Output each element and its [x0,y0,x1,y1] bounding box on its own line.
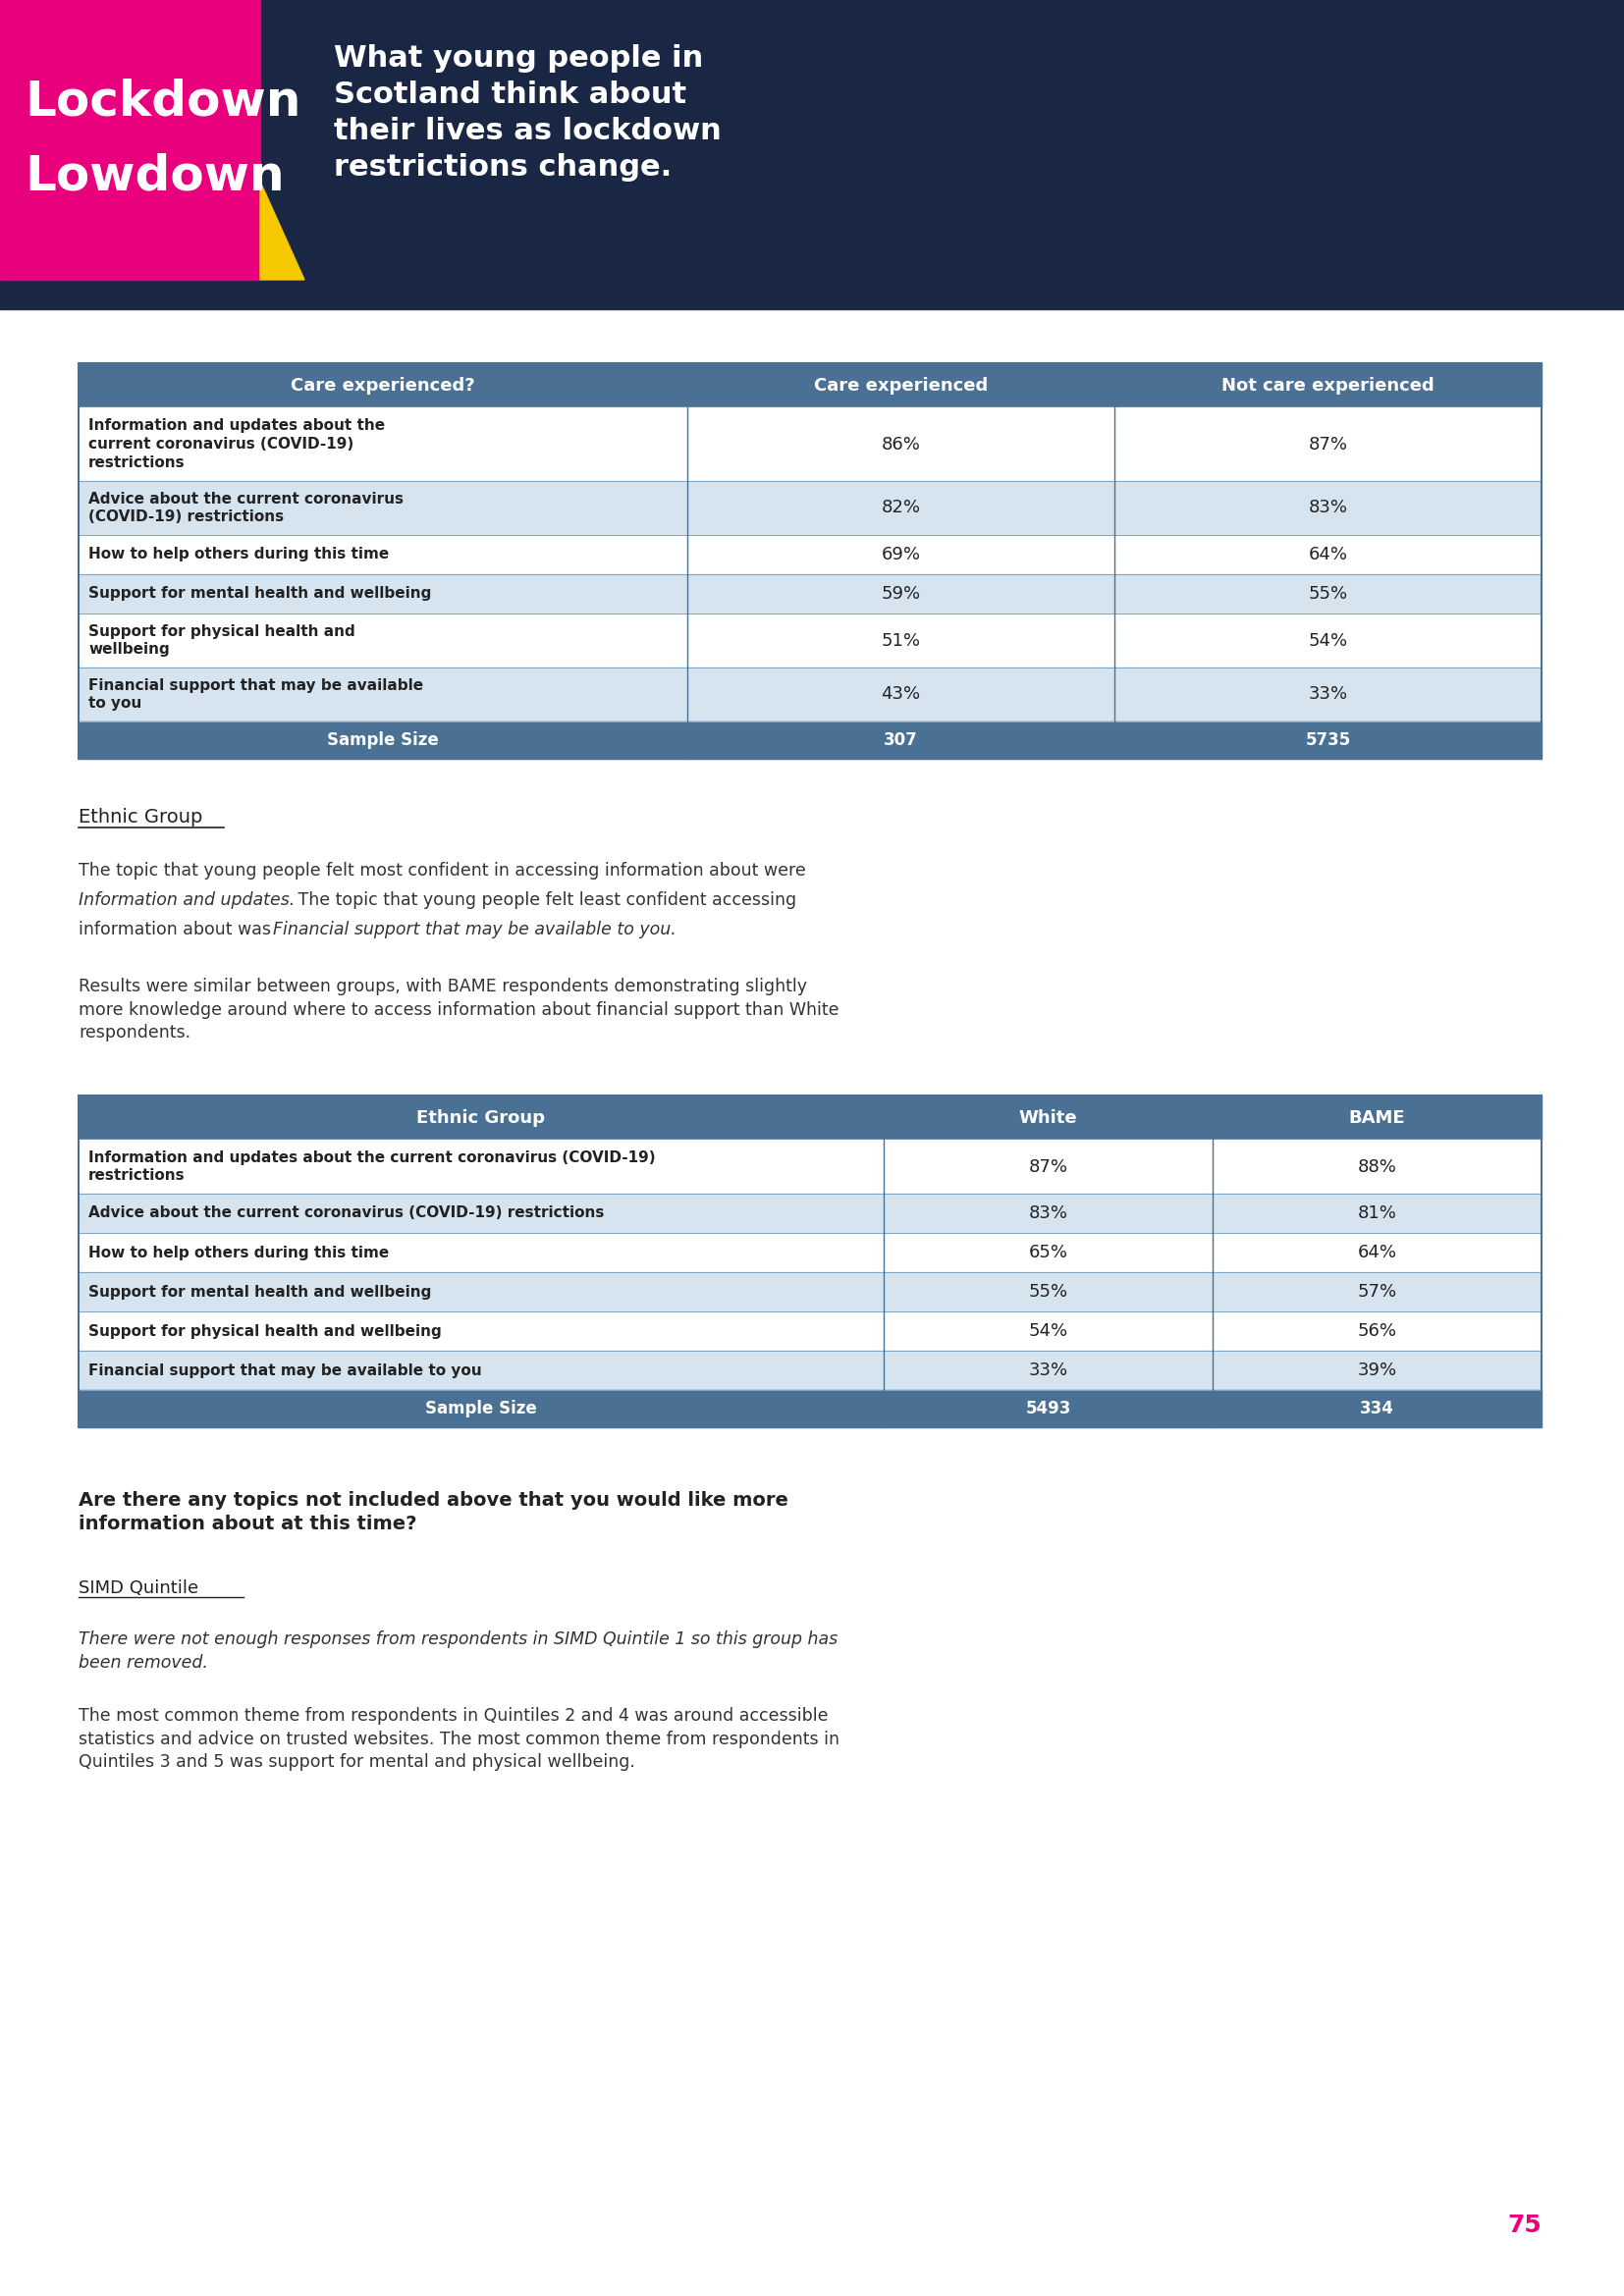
Bar [687,721,1114,758]
Bar [687,480,1114,535]
Bar [1213,1389,1541,1428]
Bar [687,535,1114,574]
Bar [883,1350,1213,1389]
Polygon shape [260,181,304,280]
Text: 33%: 33% [1028,1362,1069,1380]
Text: The most common theme from respondents in Quintiles 2 and 4 was around accessibl: The most common theme from respondents i… [78,1706,840,1770]
Bar [1213,1311,1541,1350]
Bar [1114,613,1541,668]
Bar [78,1233,883,1272]
Bar [883,1311,1213,1350]
Text: Lowdown: Lowdown [24,152,284,200]
Text: 75: 75 [1507,2213,1541,2236]
Text: 83%: 83% [1028,1205,1067,1221]
Text: 54%: 54% [1309,631,1348,650]
Bar [1213,1095,1541,1139]
Text: 307: 307 [883,732,918,748]
Text: Financial support that may be available to you: Financial support that may be available … [88,1364,482,1378]
Bar [883,1233,1213,1272]
Text: information about was: information about was [78,921,276,939]
Text: How to help others during this time: How to help others during this time [88,546,390,563]
Bar [687,574,1114,613]
Text: White: White [1018,1109,1077,1127]
Bar [883,1272,1213,1311]
Bar [78,574,687,613]
Bar [687,363,1114,406]
Text: 43%: 43% [882,687,921,703]
Bar [78,1272,883,1311]
Bar [687,668,1114,721]
Bar [78,1095,1541,1428]
Bar [78,1194,883,1233]
Bar [78,613,687,668]
Bar [883,1194,1213,1233]
Bar [1213,1139,1541,1194]
Text: Support for mental health and wellbeing: Support for mental health and wellbeing [88,1283,432,1300]
Bar [1213,1233,1541,1272]
Bar [1114,721,1541,758]
Text: Financial support that may be available
to you: Financial support that may be available … [88,677,424,712]
Text: 87%: 87% [1309,436,1348,452]
Text: 64%: 64% [1309,546,1348,563]
Text: 81%: 81% [1358,1205,1397,1221]
Text: 83%: 83% [1309,498,1348,517]
Bar [0,0,260,280]
Bar [1114,574,1541,613]
Text: Sample Size: Sample Size [326,732,438,748]
Text: Information and updates about the
current coronavirus (COVID-19)
restrictions: Information and updates about the curren… [88,418,385,471]
Text: The topic that young people felt most confident in accessing information about w: The topic that young people felt most co… [78,861,806,879]
Text: 51%: 51% [882,631,921,650]
Text: Advice about the current coronavirus (COVID-19) restrictions: Advice about the current coronavirus (CO… [88,1205,604,1221]
Text: 64%: 64% [1358,1244,1397,1261]
Bar [687,613,1114,668]
Bar [78,1311,883,1350]
Text: Lockdown: Lockdown [24,78,300,126]
Text: Support for physical health and wellbeing: Support for physical health and wellbein… [88,1325,442,1339]
Text: Results were similar between groups, with BAME respondents demonstrating slightl: Results were similar between groups, wit… [78,978,840,1042]
Bar [78,363,1541,758]
Text: BAME: BAME [1350,1109,1405,1127]
Bar [1213,1272,1541,1311]
Text: Ethnic Group: Ethnic Group [78,808,203,827]
Text: Ethnic Group: Ethnic Group [417,1109,546,1127]
Text: Care experienced?: Care experienced? [291,377,476,395]
Text: 39%: 39% [1358,1362,1397,1380]
Text: Information and updates.: Information and updates. [78,891,296,909]
Text: 87%: 87% [1028,1157,1067,1176]
Bar [1114,363,1541,406]
Text: 88%: 88% [1358,1157,1397,1176]
Bar [883,1095,1213,1139]
Text: Not care experienced: Not care experienced [1221,377,1434,395]
Bar [1213,1350,1541,1389]
Bar [883,1389,1213,1428]
Text: 59%: 59% [882,585,921,604]
Bar [78,1389,883,1428]
Text: 55%: 55% [1309,585,1348,604]
Text: What young people in
Scotland think about
their lives as lockdown
restrictions c: What young people in Scotland think abou… [335,44,721,181]
Text: 65%: 65% [1028,1244,1067,1261]
Bar [78,668,687,721]
Bar [78,1350,883,1389]
Text: 5493: 5493 [1025,1401,1070,1417]
Text: Care experienced: Care experienced [814,377,987,395]
Text: Are there any topics not included above that you would like more
information abo: Are there any topics not included above … [78,1490,788,1534]
Text: 55%: 55% [1028,1283,1069,1300]
Text: 69%: 69% [882,546,921,563]
Text: 5735: 5735 [1306,732,1351,748]
Text: 334: 334 [1359,1401,1393,1417]
Text: 57%: 57% [1358,1283,1397,1300]
Text: Advice about the current coronavirus
(COVID-19) restrictions: Advice about the current coronavirus (CO… [88,491,403,523]
Text: Financial support that may be available to you.: Financial support that may be available … [273,921,676,939]
Bar [78,535,687,574]
Bar [78,1139,883,1194]
Text: Sample Size: Sample Size [425,1401,538,1417]
Bar [1114,480,1541,535]
Text: 86%: 86% [882,436,921,452]
Bar [1213,1194,1541,1233]
Bar [78,363,687,406]
Bar [1114,668,1541,721]
Text: 82%: 82% [882,498,921,517]
Text: Support for mental health and wellbeing: Support for mental health and wellbeing [88,585,432,602]
Bar [883,1139,1213,1194]
Text: SIMD Quintile: SIMD Quintile [78,1580,198,1598]
